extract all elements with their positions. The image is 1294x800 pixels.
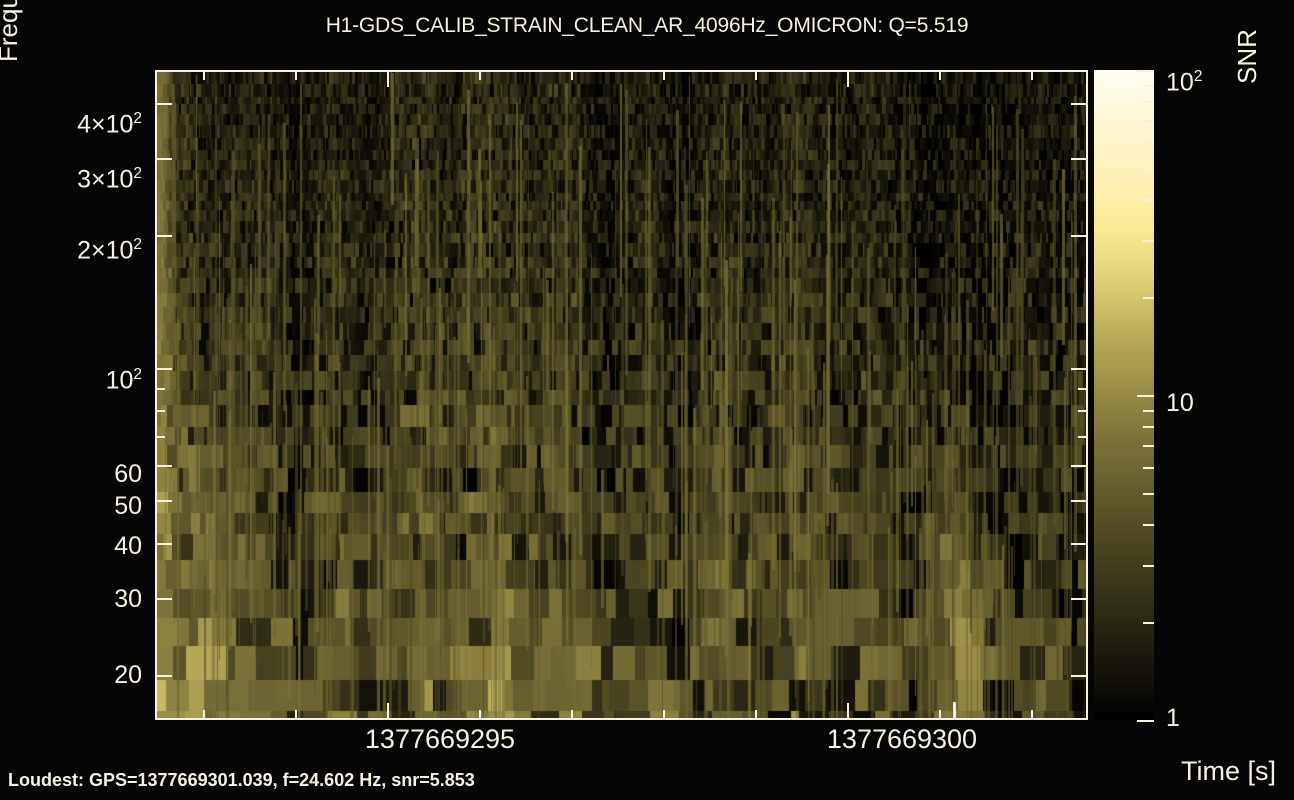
axis-tick [202,72,205,80]
axis-tick [1071,367,1086,370]
axis-tick [1078,435,1086,438]
axis-tick [754,72,757,80]
y-tick-label: 20 [114,661,142,689]
y-tick-label: 30 [114,585,142,613]
colorbar-tick [1143,426,1154,429]
colorbar-tick [1143,409,1154,412]
axis-tick [157,410,165,413]
axis-tick [157,235,172,238]
y-tick-label: 4×102 [77,110,142,139]
colorbar-label: 1 [1166,704,1180,732]
colorbar-tick [1143,622,1154,625]
x-axis-title: Time [s] [1180,756,1276,786]
spectrogram-plot-area[interactable] [155,70,1088,720]
colorbar-tick [1143,142,1154,145]
axis-tick [1071,542,1086,545]
colorbar-tick [1143,524,1154,527]
colorbar-tick [1137,395,1154,397]
axis-tick [1071,597,1086,600]
colorbar-label: 10 [1166,389,1194,417]
colorbar-tick [1143,120,1154,123]
axis-tick [157,675,172,678]
axis-tick [386,72,389,87]
y-tick-label: 60 [114,460,142,488]
colorbar-tick [1143,564,1154,567]
colorbar-gradient[interactable] [1094,70,1154,722]
axis-tick [570,72,573,80]
colorbar-label: 102 [1166,68,1203,97]
x-tick-label: 1377669295 [364,724,516,754]
axis-tick [1030,72,1033,80]
colorbar-tick [1143,167,1154,170]
axis-tick [478,710,481,718]
y-tick-label: 2×102 [77,236,142,265]
loudest-event-footer: Loudest: GPS=1377669301.039, f=24.602 Hz… [8,770,475,790]
colorbar-tick [1143,445,1154,448]
axis-tick [846,703,849,718]
axis-tick [478,72,481,80]
axis-tick [1071,235,1086,238]
axis-tick [1030,710,1033,718]
axis-tick [157,435,165,438]
axis-tick [386,703,389,718]
axis-tick [1071,675,1086,678]
axis-tick [846,72,849,87]
axis-tick [754,710,757,718]
axis-tick [157,542,172,545]
colorbar-tick [1143,492,1154,495]
x-tick-label: 1377669300 [826,724,978,754]
axis-tick [938,710,941,718]
page-title: H1-GDS_CALIB_STRAIN_CLEAN_AR_4096Hz_OMIC… [325,14,969,37]
colorbar-tick [1143,101,1154,104]
axis-tick [202,710,205,718]
spectrogram-image [157,72,1086,718]
axis-tick [294,72,297,80]
axis-tick [1078,410,1086,413]
y-tick-label: 3×102 [77,165,142,194]
axis-tick [1071,500,1086,503]
axis-tick [662,72,665,80]
colorbar-tick [1137,70,1154,72]
axis-tick [157,387,165,390]
colorbar-tick [1137,720,1154,722]
y-axis-title: Frequency [Hz] [0,0,24,62]
y-tick-label: 102 [105,366,142,395]
axis-tick [1071,102,1086,105]
colorbar-tick [1143,84,1154,87]
axis-tick [157,102,172,105]
axis-tick [157,367,172,370]
axis-tick [294,710,297,718]
axis-tick [1071,465,1086,468]
axis-tick [157,465,172,468]
axis-tick [1071,157,1086,160]
axis-tick [570,710,573,718]
colorbar-tick [1143,199,1154,202]
colorbar-tick [1143,239,1154,242]
axis-tick [157,500,172,503]
colorbar-tick [1143,297,1154,300]
axis-tick [662,710,665,718]
axis-tick [1078,387,1086,390]
axis-tick [938,72,941,80]
axis-tick [157,597,172,600]
y-tick-label: 40 [114,532,142,560]
axis-tick [157,157,172,160]
y-tick-label: 50 [114,492,142,520]
colorbar-title: SNR [1232,29,1262,84]
colorbar-tick [1143,467,1154,470]
